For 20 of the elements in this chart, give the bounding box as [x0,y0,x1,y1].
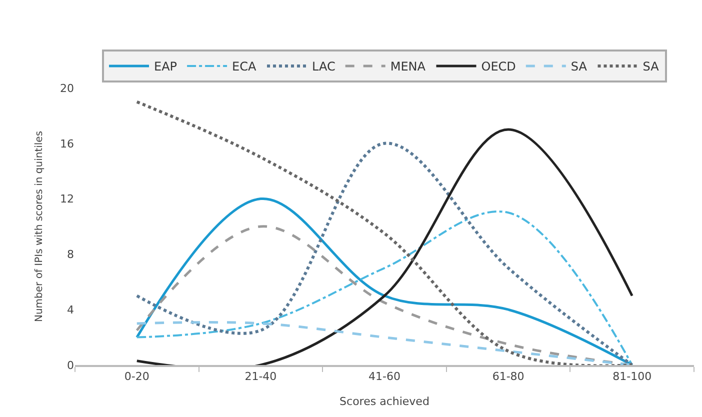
x-tick-label: 0-20 [124,370,150,384]
x-tick-label: 41-60 [368,370,400,384]
legend-label: SA [642,60,660,74]
legend-label: OECD [481,60,516,74]
y-tick-label: 8 [67,248,74,262]
y-tick-label: 12 [60,192,74,206]
x-tick-label: 21-40 [244,370,277,384]
legend-label: EAP [154,60,178,74]
x-tick-label: 81-100 [612,370,652,384]
x-axis-title: Scores achieved [340,394,430,408]
legend-label: SA [570,60,588,74]
y-tick-label: 20 [60,82,74,95]
legend-label: LAC [312,60,336,74]
x-tick-label: 61-80 [492,370,524,384]
y-tick-label: 0 [67,358,74,372]
y-tick-label: 16 [60,137,74,150]
y-axis-title: Number of IPIs with scores in quintiles [34,130,45,322]
y-tick-label: 4 [67,303,74,316]
legend-label: ECA [232,60,257,74]
legend-label: MENA [390,60,426,74]
